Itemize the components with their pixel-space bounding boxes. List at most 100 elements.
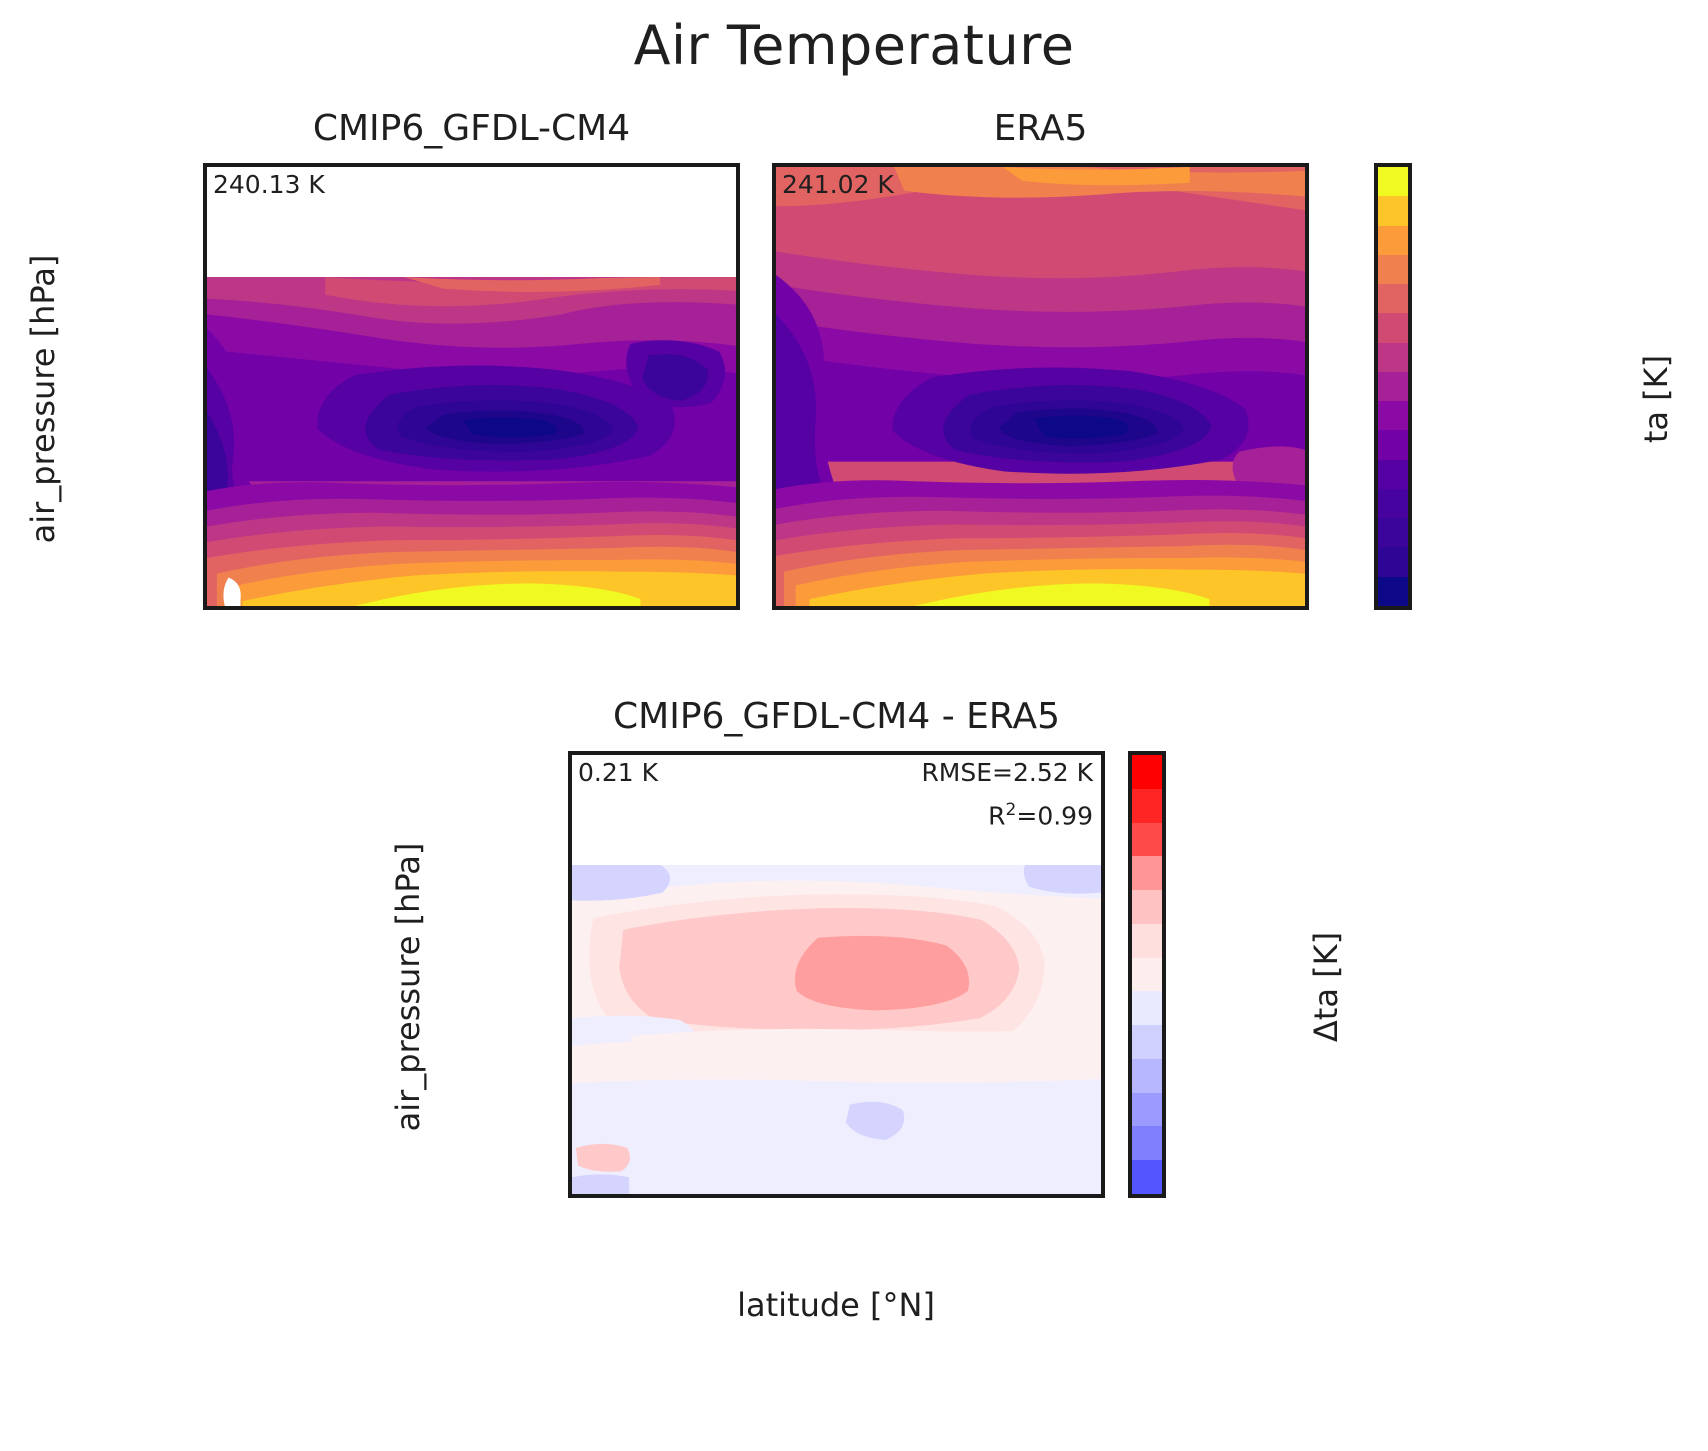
panel-obs-contourfield — [776, 167, 1305, 606]
ytick-minor — [772, 293, 776, 296]
ytick-minor — [772, 451, 776, 454]
cbar-tick-190 — [1408, 609, 1412, 610]
r2-superscript: 2 — [1005, 800, 1017, 820]
cbar-tick-minus5 — [1162, 1055, 1166, 1059]
ytick-minor — [772, 569, 776, 572]
ytick-minor — [568, 1020, 572, 1023]
xtick-minus50 — [691, 1194, 695, 1198]
xtick-50 — [1194, 606, 1198, 610]
figure-title: Air Temperature — [633, 14, 1075, 77]
ytick-minor — [568, 1169, 572, 1172]
cbar-tick-minus10 — [1162, 1129, 1166, 1133]
cbar-seg — [1378, 371, 1408, 402]
cbar-seg — [1378, 459, 1408, 489]
ytick-minor — [568, 845, 572, 848]
ytick-1 — [203, 167, 207, 171]
ta-colorbar[interactable]: 290 270 250 230 210 190 — [1374, 163, 1412, 610]
ytick-minor — [203, 406, 207, 409]
panel-obs: ERA5 — [772, 108, 1309, 610]
ytick-minor — [203, 283, 207, 286]
panel-obs-axes[interactable]: 241.02 K — [772, 163, 1309, 610]
ta-colorbar-title: ta [K] — [1637, 354, 1675, 444]
ytick-minor — [772, 442, 776, 445]
cbar-seg — [1132, 890, 1162, 924]
ytick-minor — [772, 271, 776, 274]
ytick-minor — [203, 387, 207, 390]
ytick-minor — [772, 361, 776, 364]
ytick-minor — [568, 890, 572, 893]
xtick-0 — [1045, 606, 1049, 610]
ytick-minor — [568, 897, 572, 900]
ytick-minor — [568, 1188, 572, 1191]
ytick-minor — [203, 432, 207, 435]
ytick-minor — [203, 581, 207, 584]
ytick-minor — [772, 510, 776, 513]
ytick-minor — [772, 600, 776, 603]
ytick-minor — [203, 510, 207, 513]
ytick-minor — [568, 1195, 572, 1198]
xtick-minus50 — [895, 606, 899, 610]
dta-colorbar-title: Δta [K] — [1307, 931, 1345, 1043]
cbar-seg — [1132, 822, 1162, 857]
cbar-seg — [1132, 957, 1162, 992]
ytick-minor — [568, 800, 572, 803]
panel-model-title: CMIP6_GFDL-CM4 — [312, 108, 631, 149]
ytick-1 — [772, 167, 776, 171]
xtick-0 — [476, 606, 480, 610]
ytick-minor — [203, 257, 207, 260]
xtick-0 — [841, 1194, 845, 1198]
ytick-100 — [772, 465, 776, 469]
cbar-tick-230 — [1408, 469, 1412, 473]
panel-model-ylabel: air_pressure [hPa] — [24, 254, 62, 544]
cbar-seg — [1378, 196, 1408, 226]
ytick-minor — [203, 361, 207, 364]
ytick-100 — [203, 465, 207, 469]
panel-diff-r2-note: R2=0.99 — [988, 800, 1093, 830]
cbar-seg — [1378, 547, 1408, 577]
cbar-seg — [1378, 401, 1408, 431]
cbar-seg — [1132, 856, 1162, 891]
panel-diff-contourfield — [572, 755, 1101, 1194]
ytick-minor — [568, 1030, 572, 1033]
ytick-minor — [203, 293, 207, 296]
cbar-tick-270 — [1408, 297, 1412, 301]
ytick-minor — [772, 238, 776, 241]
ytick-minor — [203, 238, 207, 241]
ytick-minor — [772, 309, 776, 312]
ytick-minor — [203, 309, 207, 312]
ytick-minor — [772, 283, 776, 286]
r2-prefix: R — [988, 801, 1006, 831]
ytick-10 — [568, 904, 572, 908]
dta-colorbar[interactable]: 15 10 5 0 −5 −10 — [1128, 751, 1166, 1198]
ytick-minor — [772, 420, 776, 423]
cbar-seg — [1378, 225, 1408, 255]
ytick-minor — [203, 600, 207, 603]
ytick-minor — [203, 555, 207, 558]
cbar-tick-0 — [1162, 981, 1166, 985]
ytick-minor — [772, 536, 776, 539]
panel-diff-ylabel: air_pressure [hPa] — [389, 842, 427, 1132]
ytick-minor — [568, 826, 572, 829]
panel-model: CMIP6_GFDL-CM4 — [24, 108, 740, 610]
panel-model-contourfield — [207, 167, 736, 606]
panel-model-axes[interactable]: 240.13 K — [203, 163, 740, 610]
panel-obs-title: ERA5 — [993, 108, 1088, 149]
cbar-seg — [1132, 1092, 1162, 1127]
cbar-seg — [1378, 254, 1408, 285]
ytick-minor — [203, 271, 207, 274]
ytick-minor — [203, 420, 207, 423]
ytick-minor — [568, 975, 572, 978]
ytick-minor — [568, 1124, 572, 1127]
ytick-minor — [203, 442, 207, 445]
ytick-minor — [568, 871, 572, 874]
xtick-50 — [625, 606, 629, 610]
cbar-seg — [1132, 923, 1162, 958]
ytick-minor — [772, 458, 776, 461]
panel-model-mean-note: 240.13 K — [213, 170, 325, 199]
ytick-minor — [568, 949, 572, 952]
ytick-minor — [568, 994, 572, 997]
ytick-minor — [772, 257, 776, 260]
panel-obs-mean-note: 241.02 K — [782, 170, 894, 199]
panel-diff-axes[interactable]: 0.21 K RMSE=2.52 K R2=0.99 — [568, 751, 1105, 1198]
ytick-minor — [568, 1157, 572, 1160]
